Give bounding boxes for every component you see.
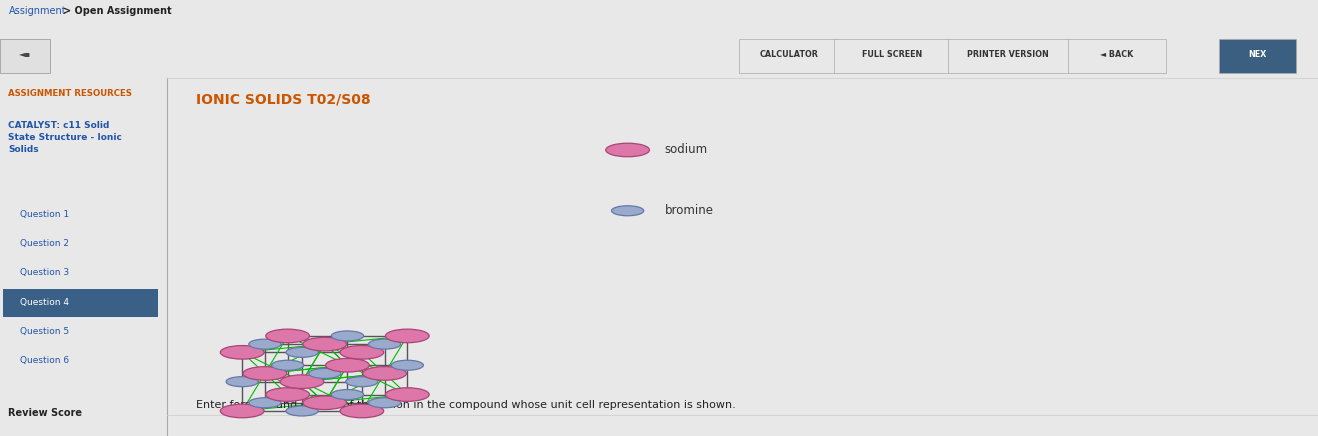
Text: Question 4: Question 4 bbox=[20, 298, 69, 307]
FancyBboxPatch shape bbox=[0, 39, 50, 72]
Circle shape bbox=[249, 339, 281, 349]
Circle shape bbox=[340, 346, 384, 359]
Circle shape bbox=[220, 404, 264, 418]
FancyBboxPatch shape bbox=[3, 290, 158, 317]
Text: ◄ BACK: ◄ BACK bbox=[1101, 51, 1133, 59]
Circle shape bbox=[243, 367, 287, 380]
Text: CALCULATOR: CALCULATOR bbox=[759, 51, 818, 59]
Text: Question 3: Question 3 bbox=[20, 269, 70, 277]
Text: sodium: sodium bbox=[664, 143, 708, 157]
Circle shape bbox=[340, 404, 384, 418]
Text: ◄▪: ◄▪ bbox=[18, 51, 32, 59]
Circle shape bbox=[612, 206, 643, 216]
Text: PRINTER VERSION: PRINTER VERSION bbox=[967, 51, 1049, 59]
Circle shape bbox=[385, 388, 430, 402]
Circle shape bbox=[266, 329, 310, 343]
Text: Question 1: Question 1 bbox=[20, 210, 70, 219]
Circle shape bbox=[266, 388, 310, 402]
Circle shape bbox=[227, 377, 258, 387]
FancyBboxPatch shape bbox=[1219, 39, 1296, 72]
Text: > Open Assignment: > Open Assignment bbox=[63, 6, 171, 16]
Circle shape bbox=[308, 368, 341, 378]
Circle shape bbox=[369, 339, 401, 349]
Text: Question 6: Question 6 bbox=[20, 356, 70, 365]
Text: Question 5: Question 5 bbox=[20, 327, 70, 336]
Circle shape bbox=[391, 360, 423, 370]
Circle shape bbox=[303, 337, 347, 351]
Text: Question 2: Question 2 bbox=[20, 239, 69, 248]
Circle shape bbox=[385, 329, 430, 343]
Circle shape bbox=[286, 406, 318, 416]
Circle shape bbox=[369, 398, 401, 408]
Circle shape bbox=[331, 389, 364, 399]
Text: NEX: NEX bbox=[1248, 51, 1267, 59]
Circle shape bbox=[272, 360, 303, 370]
FancyBboxPatch shape bbox=[948, 39, 1069, 72]
Circle shape bbox=[303, 396, 347, 409]
Text: Enter formula and charge of the anion in the compound whose unit cell representa: Enter formula and charge of the anion in… bbox=[196, 400, 735, 410]
Circle shape bbox=[345, 377, 378, 387]
Text: IONIC SOLIDS T02/S08: IONIC SOLIDS T02/S08 bbox=[196, 93, 370, 107]
Text: ASSIGNMENT RESOURCES: ASSIGNMENT RESOURCES bbox=[8, 89, 132, 98]
Circle shape bbox=[220, 346, 264, 359]
FancyBboxPatch shape bbox=[834, 39, 949, 72]
Text: CATALYST: c11 Solid
State Structure - Ionic
Solids: CATALYST: c11 Solid State Structure - Io… bbox=[8, 121, 123, 154]
Circle shape bbox=[249, 398, 281, 408]
Circle shape bbox=[326, 358, 369, 372]
FancyBboxPatch shape bbox=[739, 39, 838, 72]
Circle shape bbox=[606, 143, 650, 157]
Text: bromine: bromine bbox=[664, 204, 713, 217]
Circle shape bbox=[286, 347, 318, 358]
Circle shape bbox=[281, 375, 324, 388]
FancyBboxPatch shape bbox=[1068, 39, 1166, 72]
Text: Assignment: Assignment bbox=[9, 6, 67, 16]
Text: FULL SCREEN: FULL SCREEN bbox=[862, 51, 921, 59]
Circle shape bbox=[331, 331, 364, 341]
Text: Review Score: Review Score bbox=[8, 408, 82, 418]
Circle shape bbox=[362, 367, 406, 380]
